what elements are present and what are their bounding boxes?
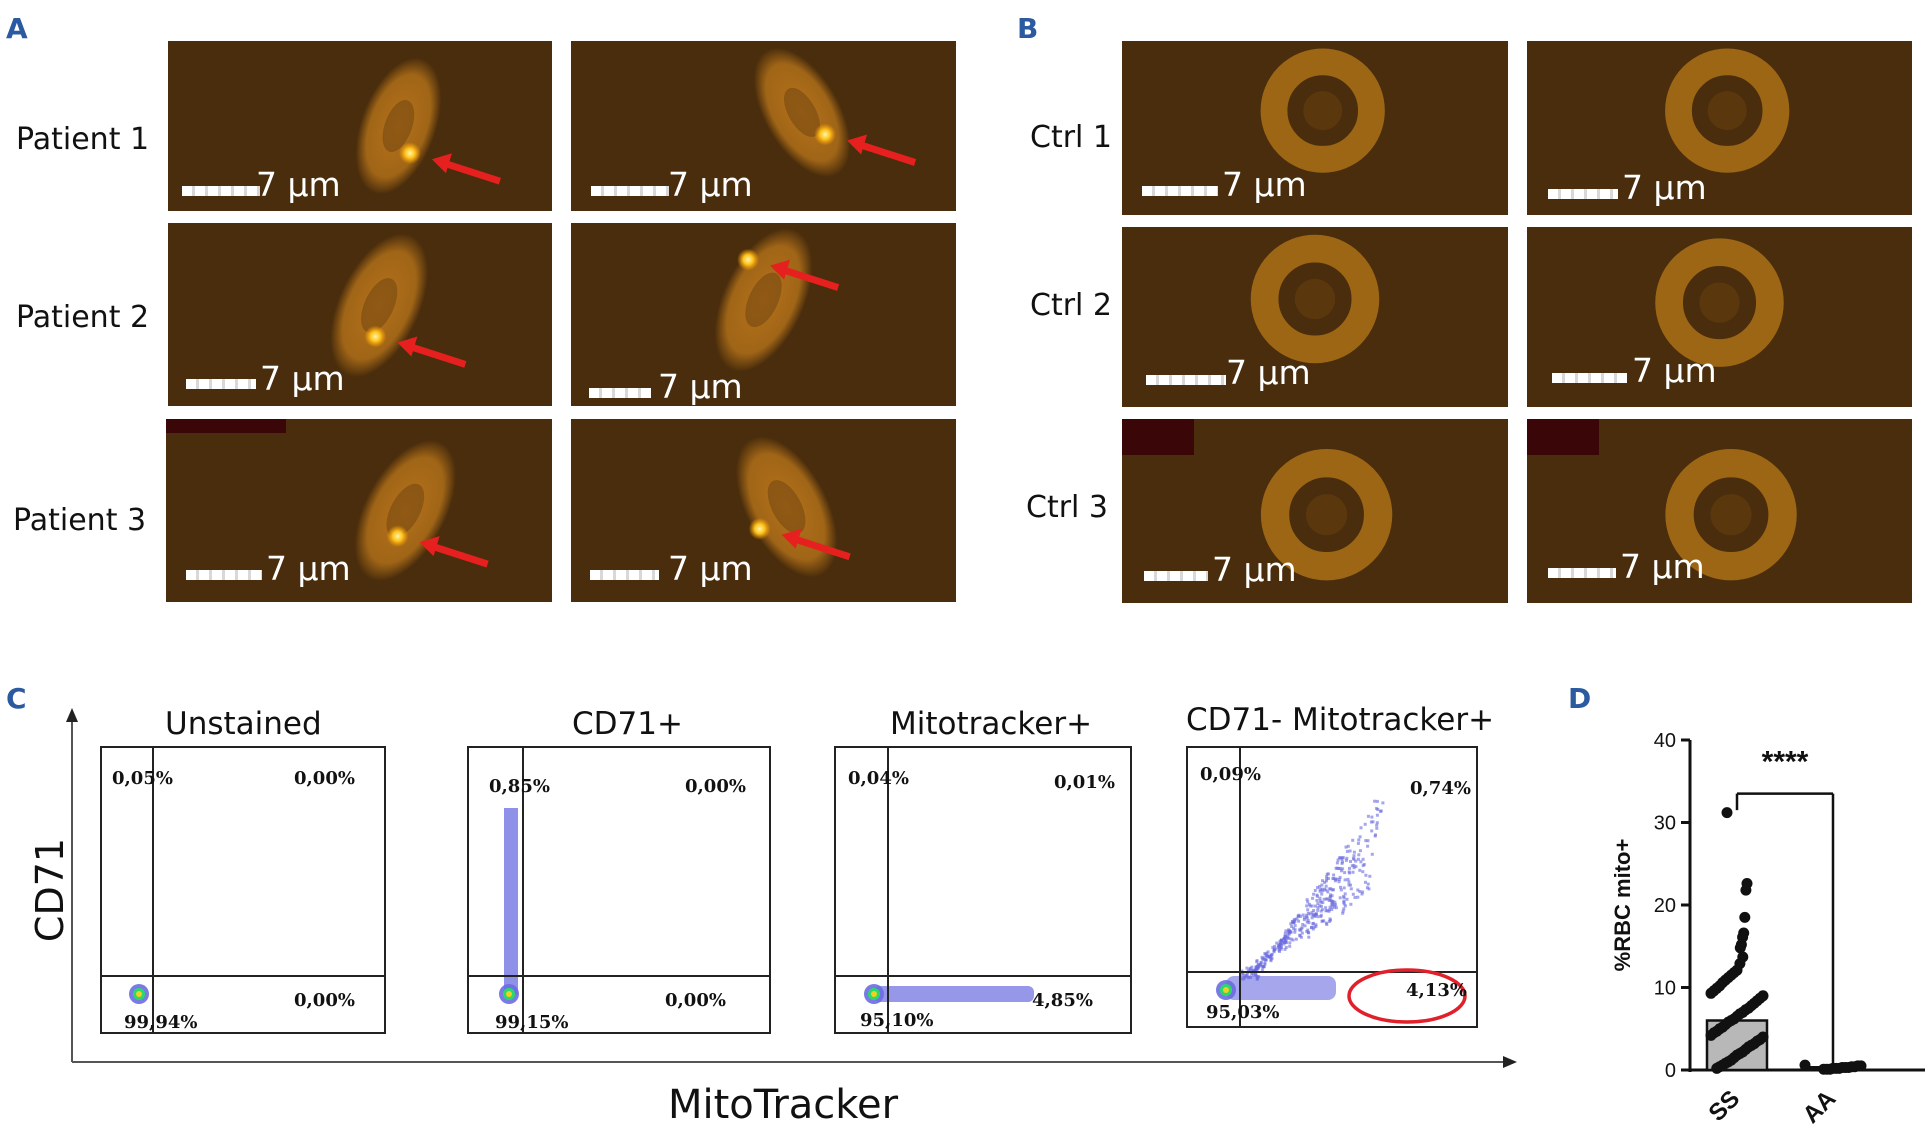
flow-plot-title: Mitotracker+ [890, 706, 1093, 742]
row-label-ctrl-1: Ctrl 1 [1030, 120, 1113, 155]
panel-letter-b: B [1017, 12, 1039, 45]
data-point [1711, 1062, 1723, 1074]
flow-plot-title: CD71+ [572, 706, 683, 742]
row-label-patient-3: Patient 3 [13, 503, 147, 538]
data-point [1721, 807, 1733, 819]
x-tick-label: AA [1798, 1085, 1842, 1129]
y-tick-label: 40 [1654, 730, 1676, 752]
panel-letter-c: C [6, 682, 27, 715]
flow-plot: 0,85% 0,00% 99,15% 0,00% [467, 746, 771, 1034]
scale-bar-label: 7 µm [668, 549, 753, 588]
scale-bar [186, 570, 262, 580]
scale-bar [590, 570, 659, 580]
scale-bar [1548, 189, 1618, 199]
y-tick-label: 30 [1654, 813, 1676, 835]
quadrant-percent-lr: 4,13% [1406, 980, 1467, 1001]
scale-bar-label: 7 µm [1226, 353, 1311, 392]
ctrl-1-image-2 [1527, 41, 1912, 215]
quadrant-percent-ul: 0,05% [112, 768, 173, 789]
quadrant-percent-lr: 0,00% [665, 990, 726, 1011]
scale-bar-label: 7 µm [668, 165, 753, 204]
patient-2-image-2 [571, 223, 956, 406]
row-label-ctrl-2: Ctrl 2 [1030, 288, 1113, 323]
ctrl-2-image-2 [1527, 227, 1912, 407]
scale-bar [1552, 373, 1627, 383]
row-label-patient-1: Patient 1 [16, 122, 150, 157]
patient-1-image-2 [571, 41, 956, 211]
scale-bar [589, 388, 651, 398]
scale-bar-label: 7 µm [1222, 165, 1307, 204]
y-tick-label: 0 [1665, 1060, 1676, 1082]
scale-bar [182, 186, 260, 196]
flow-plot-title: CD71- Mitotracker+ [1186, 702, 1495, 738]
flow-plot: 0,05% 0,00% 99,94% 0,00% [100, 746, 386, 1034]
flow-y-axis-label: CD71 [28, 837, 72, 943]
data-point [1799, 1059, 1811, 1071]
mito-bar-chart: 0 10 20 30 40 %RBC mito+ SS AA **** [1610, 730, 1925, 1129]
patient-2-image-1 [168, 223, 552, 406]
scale-bar-label: 7 µm [1212, 550, 1297, 589]
quadrant-percent-ul: 0,85% [489, 776, 550, 797]
significance-label: **** [1762, 745, 1809, 778]
scale-bar [186, 379, 256, 389]
flow-x-axis-label: MitoTracker [668, 1082, 899, 1128]
scale-bar-label: 7 µm [1632, 351, 1717, 390]
scale-bar [591, 186, 669, 196]
scale-bar [1548, 568, 1616, 578]
data-point [1705, 1029, 1717, 1041]
y-axis-label: %RBC mito+ [1610, 839, 1635, 972]
scale-bar [1146, 375, 1226, 385]
quadrant-percent-ul: 0,09% [1200, 764, 1261, 785]
flow-plot-title: Unstained [165, 706, 322, 742]
quadrant-percent-ur: 0,01% [1054, 772, 1115, 793]
panel-letter-a: A [6, 12, 28, 45]
data-point [1818, 1063, 1830, 1075]
quadrant-percent-ll: 95,03% [1206, 1002, 1280, 1023]
quadrant-percent-ll: 95,10% [860, 1010, 934, 1031]
flow-plot: 0,09% 0,74% 95,03% 4,13% [1186, 746, 1478, 1028]
quadrant-percent-ul: 0,04% [848, 768, 909, 789]
quadrant-percent-ll: 99,94% [124, 1012, 198, 1033]
panel-letter-d: D [1568, 682, 1592, 715]
row-label-patient-2: Patient 2 [16, 300, 150, 335]
y-tick-label: 10 [1654, 978, 1676, 1000]
x-tick-label: SS [1704, 1085, 1746, 1127]
scale-bar-label: 7 µm [266, 549, 351, 588]
data-point [1740, 884, 1752, 896]
scale-bar [1142, 186, 1218, 196]
scale-bar [1144, 571, 1208, 581]
scale-bar-label: 7 µm [1620, 547, 1705, 586]
quadrant-percent-ur: 0,74% [1410, 778, 1471, 799]
scale-bar-label: 7 µm [1622, 168, 1707, 207]
quadrant-percent-lr: 0,00% [294, 990, 355, 1011]
patient-1-image-1 [168, 41, 552, 211]
quadrant-percent-ll: 99,15% [495, 1012, 569, 1033]
y-tick-label: 20 [1654, 895, 1676, 917]
quadrant-percent-ur: 0,00% [685, 776, 746, 797]
flow-plot: 0,04% 0,01% 95,10% 4,85% [834, 746, 1132, 1034]
scale-bar-label: 7 µm [256, 165, 341, 204]
quadrant-percent-lr: 4,85% [1032, 990, 1093, 1011]
scale-bar-label: 7 µm [260, 359, 345, 398]
data-point [1734, 942, 1746, 954]
data-point [1739, 911, 1751, 923]
row-label-ctrl-3: Ctrl 3 [1026, 490, 1109, 525]
quadrant-percent-ur: 0,00% [294, 768, 355, 789]
data-point [1705, 987, 1717, 999]
scale-bar-label: 7 µm [658, 367, 743, 406]
